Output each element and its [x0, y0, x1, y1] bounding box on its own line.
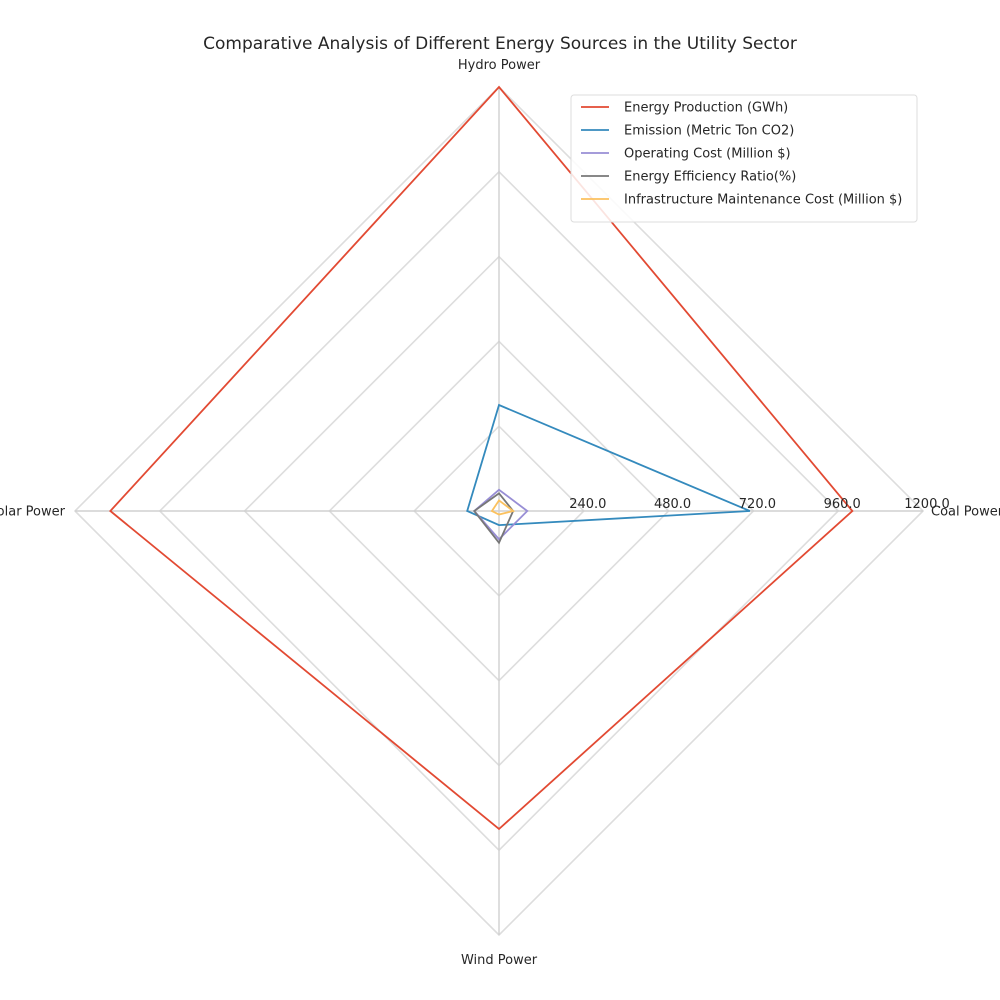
- tick-label: 720.0: [739, 497, 776, 512]
- series-line-5: [490, 499, 516, 516]
- series-line-1: [109, 85, 854, 831]
- series-line-2: [466, 403, 751, 527]
- tick-label: 480.0: [654, 497, 691, 512]
- legend-frame: [570, 94, 918, 223]
- category-label: Solar Power: [0, 505, 66, 520]
- tick-label: 960.0: [824, 497, 861, 512]
- category-label: Coal Power: [931, 505, 1000, 520]
- category-labels: Coal Power Hydro Power Solar Power Wind Pow…: [0, 58, 1000, 968]
- legend-label: Infrastructure Maintenance Cost (Million…: [624, 193, 902, 208]
- legend-label: Energy Production (GWh): [624, 101, 788, 116]
- legend-label: Operating Cost (Million $): [624, 147, 791, 162]
- chart-title: Comparative Analysis of Different Energy…: [203, 34, 797, 54]
- legend-label: Emission (Metric Ton CO2): [624, 124, 794, 139]
- radial-tick-labels: 240.0 480.0 720.0 960.0 1200.0: [569, 497, 950, 512]
- legend-label: Energy Efficiency Ratio(%): [624, 170, 796, 185]
- legend: Energy Production (GWh) Emission (Metric …: [570, 94, 918, 223]
- category-label: Hydro Power: [458, 58, 541, 73]
- tick-label: 1200.0: [904, 497, 950, 512]
- series-lines: [109, 85, 854, 831]
- series-line-4: [472, 492, 515, 545]
- category-label: Wind Power: [461, 953, 538, 968]
- tick-label: 240.0: [569, 497, 606, 512]
